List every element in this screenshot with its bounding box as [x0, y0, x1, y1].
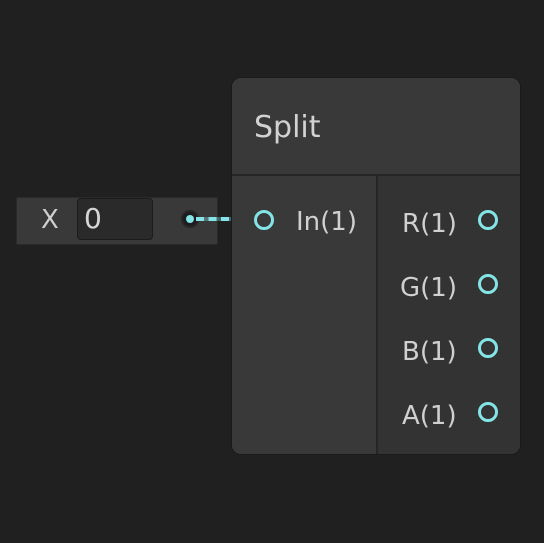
output-port-r-icon[interactable] [478, 210, 498, 230]
node-title-bar[interactable]: Split [232, 78, 520, 176]
node-title: Split [254, 110, 321, 145]
output-port-label-a: A(1) [402, 401, 457, 431]
value-field[interactable]: 0 [77, 198, 153, 240]
output-port-row-a[interactable]: A(1) [378, 394, 520, 434]
node-inputs-column: In(1) [232, 176, 376, 454]
node-outputs-column: R(1) G(1) B(1) A(1) [376, 176, 520, 454]
inline-value-input[interactable]: X 0 [16, 197, 218, 245]
output-port-label-g: G(1) [400, 273, 457, 303]
input-port-icon[interactable] [254, 210, 274, 230]
connection-edge[interactable] [196, 217, 254, 221]
output-port-b-icon[interactable] [478, 338, 498, 358]
input-port-row[interactable]: In(1) [232, 202, 376, 242]
port-dot-icon [186, 215, 194, 223]
axis-label: X [41, 205, 59, 235]
input-port-label: In(1) [296, 207, 357, 237]
output-port-g-icon[interactable] [478, 274, 498, 294]
output-port-label-b: B(1) [402, 337, 457, 367]
output-port-label-r: R(1) [402, 209, 457, 239]
output-port-row-g[interactable]: G(1) [378, 266, 520, 306]
output-port-row-b[interactable]: B(1) [378, 330, 520, 370]
output-port-row-r[interactable]: R(1) [378, 202, 520, 242]
split-node[interactable]: Split In(1) R(1) G(1) B(1) A(1) [231, 77, 521, 455]
output-port-a-icon[interactable] [478, 402, 498, 422]
